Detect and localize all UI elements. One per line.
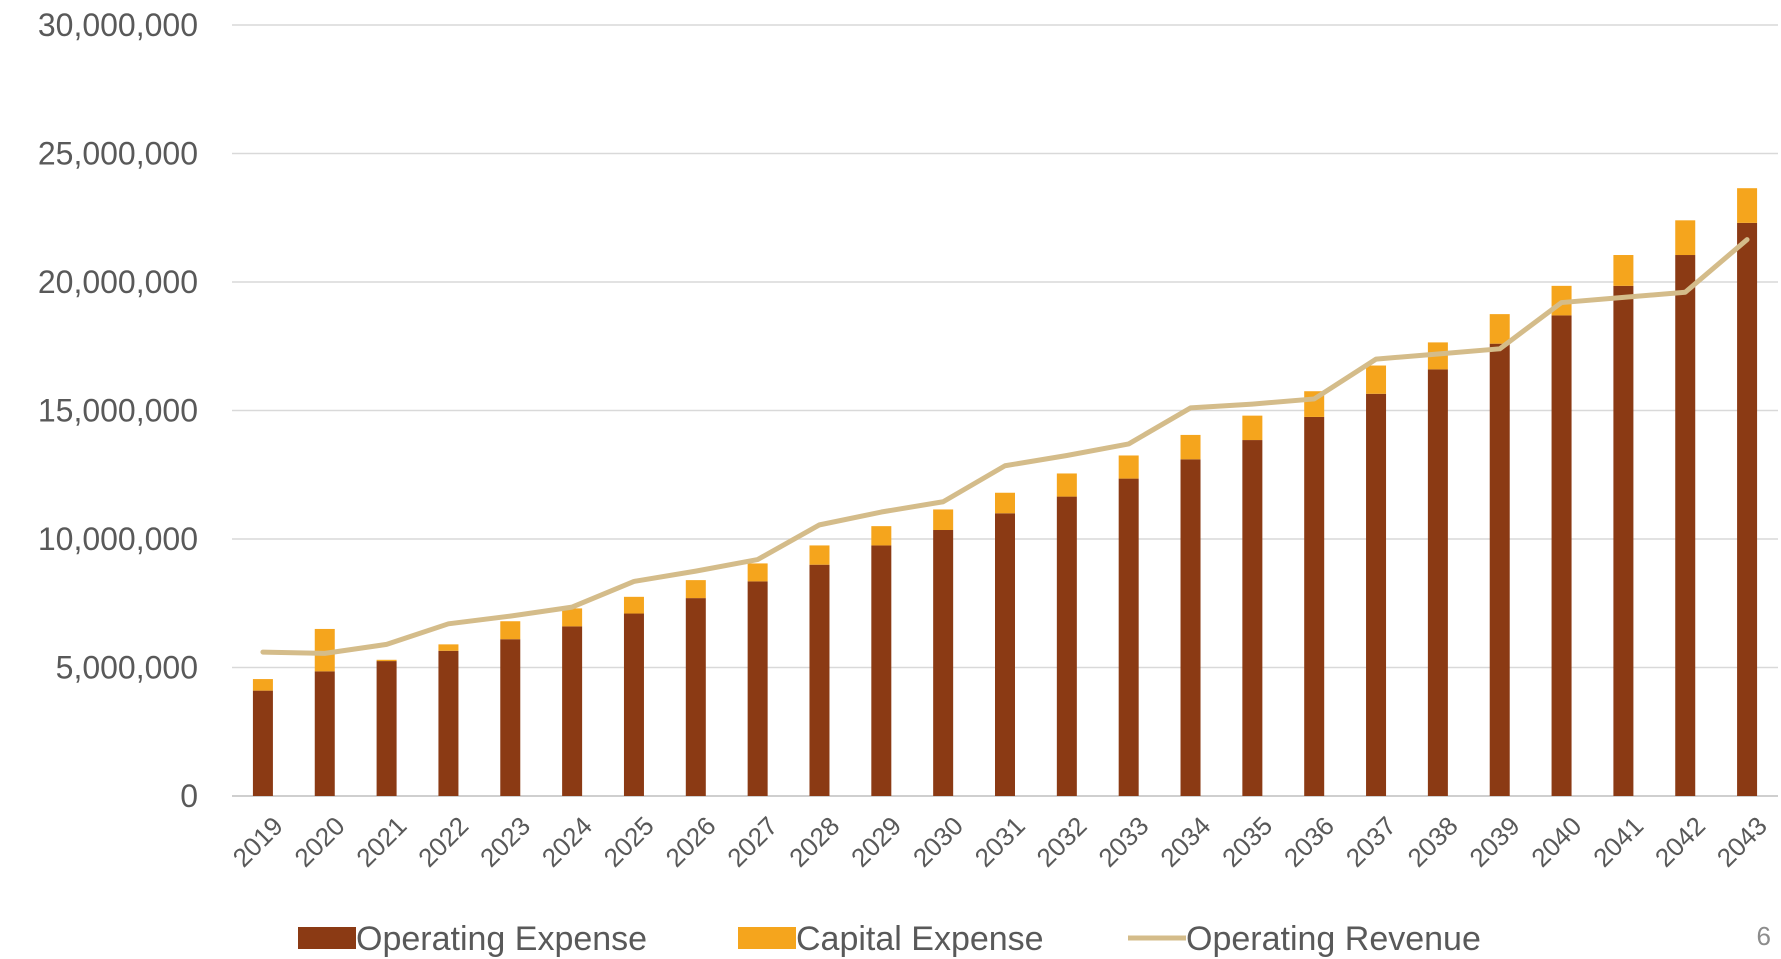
x-tick-label: 2020 <box>288 811 350 873</box>
operating-expense-bar <box>1304 416 1325 796</box>
capital-expense-bar <box>1366 365 1387 394</box>
y-tick-label: 5,000,000 <box>56 650 198 686</box>
x-tick-label: 2029 <box>845 811 907 873</box>
operating-expense-bar <box>809 564 830 796</box>
y-tick-label: 0 <box>180 778 198 814</box>
operating-expense-bar <box>995 513 1015 796</box>
x-tick-label: 2031 <box>969 811 1031 873</box>
operating-expense-bar <box>562 626 583 796</box>
x-tick-label: 2023 <box>474 811 536 873</box>
gridlines <box>232 24 1778 797</box>
x-tick-label: 2028 <box>783 811 845 873</box>
operating-expense-bar <box>1242 440 1263 796</box>
capital-expense-bar <box>747 563 768 582</box>
operating-revenue-line <box>260 237 1750 656</box>
y-axis: 0 5,000,000 10,000,000 15,000,000 20,000,000… <box>38 7 198 814</box>
operating-expense-bar <box>500 639 521 796</box>
x-tick-label: 2025 <box>598 811 660 873</box>
operating-expense-bar <box>1427 369 1448 796</box>
y-tick-label: 25,000,000 <box>38 136 198 172</box>
operating-expense-bar <box>1180 459 1201 796</box>
bars <box>252 188 1758 796</box>
operating-expense-bar <box>1613 285 1634 796</box>
x-tick-label: 2038 <box>1402 811 1464 873</box>
operating-expense-bar <box>1366 393 1387 796</box>
operating-expense-bar <box>252 690 273 796</box>
operating-revenue-legend-label: Operating Revenue <box>1186 920 1481 958</box>
x-tick-label: 2033 <box>1092 811 1154 873</box>
capital-expense-bar <box>314 628 335 672</box>
operating-expense-bar <box>376 661 397 796</box>
y-tick-label: 15,000,000 <box>38 393 198 429</box>
operating-expense-bar <box>1118 478 1139 796</box>
capital-expense-legend-label: Capital Expense <box>796 920 1044 958</box>
operating-expense-bar <box>1737 222 1758 796</box>
capital-expense-legend-swatch <box>738 927 796 949</box>
x-axis: 2019 2020 2021 2022 2023 2024 2025 2026 2027 2028… <box>227 811 1773 873</box>
x-tick-label: 2042 <box>1649 811 1711 873</box>
operating-expense-bar <box>1675 255 1696 796</box>
x-tick-label: 2036 <box>1278 811 1340 873</box>
x-tick-label: 2039 <box>1463 811 1525 873</box>
x-tick-label: 2021 <box>350 811 412 873</box>
capital-expense-bar <box>562 608 583 627</box>
capital-expense-bar <box>1242 415 1263 441</box>
x-tick-label: 2040 <box>1525 811 1587 873</box>
operating-expense-bar <box>933 530 954 796</box>
capital-expense-bar <box>1737 188 1758 223</box>
operating-expense-bar <box>623 613 644 796</box>
operating-expense-bar <box>871 545 892 796</box>
capital-expense-bar <box>685 580 706 599</box>
operating-expense-bar <box>1056 496 1077 796</box>
capital-expense-bar <box>809 545 830 565</box>
x-tick-label: 2022 <box>412 811 474 873</box>
capital-expense-bar <box>871 526 892 546</box>
capital-expense-bar <box>1118 455 1139 479</box>
x-tick-label: 2019 <box>227 811 289 873</box>
operating-expense-bar <box>438 650 459 796</box>
capital-expense-bar <box>1489 314 1510 344</box>
capital-expense-bar <box>1675 220 1696 256</box>
x-tick-label: 2030 <box>907 811 969 873</box>
x-tick-label: 2041 <box>1587 811 1649 873</box>
operating-expense-bar <box>1551 315 1572 796</box>
capital-expense-bar <box>500 621 521 640</box>
operating-expense-bar <box>685 598 706 796</box>
revenue-line <box>260 237 1750 656</box>
operating-expense-bar <box>314 671 335 796</box>
capital-expense-bar <box>1613 255 1634 286</box>
y-tick-label: 30,000,000 <box>38 7 198 43</box>
capital-expense-bar <box>1056 473 1077 497</box>
capital-expense-bar <box>376 659 397 662</box>
operating-expense-legend-label: Operating Expense <box>356 920 647 958</box>
x-tick-label: 2032 <box>1031 811 1093 873</box>
x-tick-label: 2043 <box>1711 811 1773 873</box>
legend: Operating Expense Capital Expense Operatin… <box>298 920 1481 958</box>
page-number: 6 <box>1757 921 1771 951</box>
capital-expense-bar <box>933 509 954 531</box>
capital-expense-bar <box>1180 434 1201 460</box>
x-tick-label: 2024 <box>536 811 598 873</box>
x-tick-label: 2034 <box>1154 811 1216 873</box>
capital-expense-bar <box>438 644 459 651</box>
x-tick-label: 2035 <box>1216 811 1278 873</box>
operating-expense-bar <box>747 581 768 796</box>
operating-expense-legend-swatch <box>298 927 356 949</box>
x-tick-label: 2026 <box>660 811 722 873</box>
y-tick-label: 20,000,000 <box>38 264 198 300</box>
operating-expense-bar <box>1489 343 1510 796</box>
capital-expense-bar <box>252 679 273 691</box>
capital-expense-bar <box>623 596 644 614</box>
x-tick-label: 2027 <box>721 811 783 873</box>
y-tick-label: 10,000,000 <box>38 521 198 557</box>
x-tick-label: 2037 <box>1340 811 1402 873</box>
capital-expense-bar <box>995 492 1015 514</box>
